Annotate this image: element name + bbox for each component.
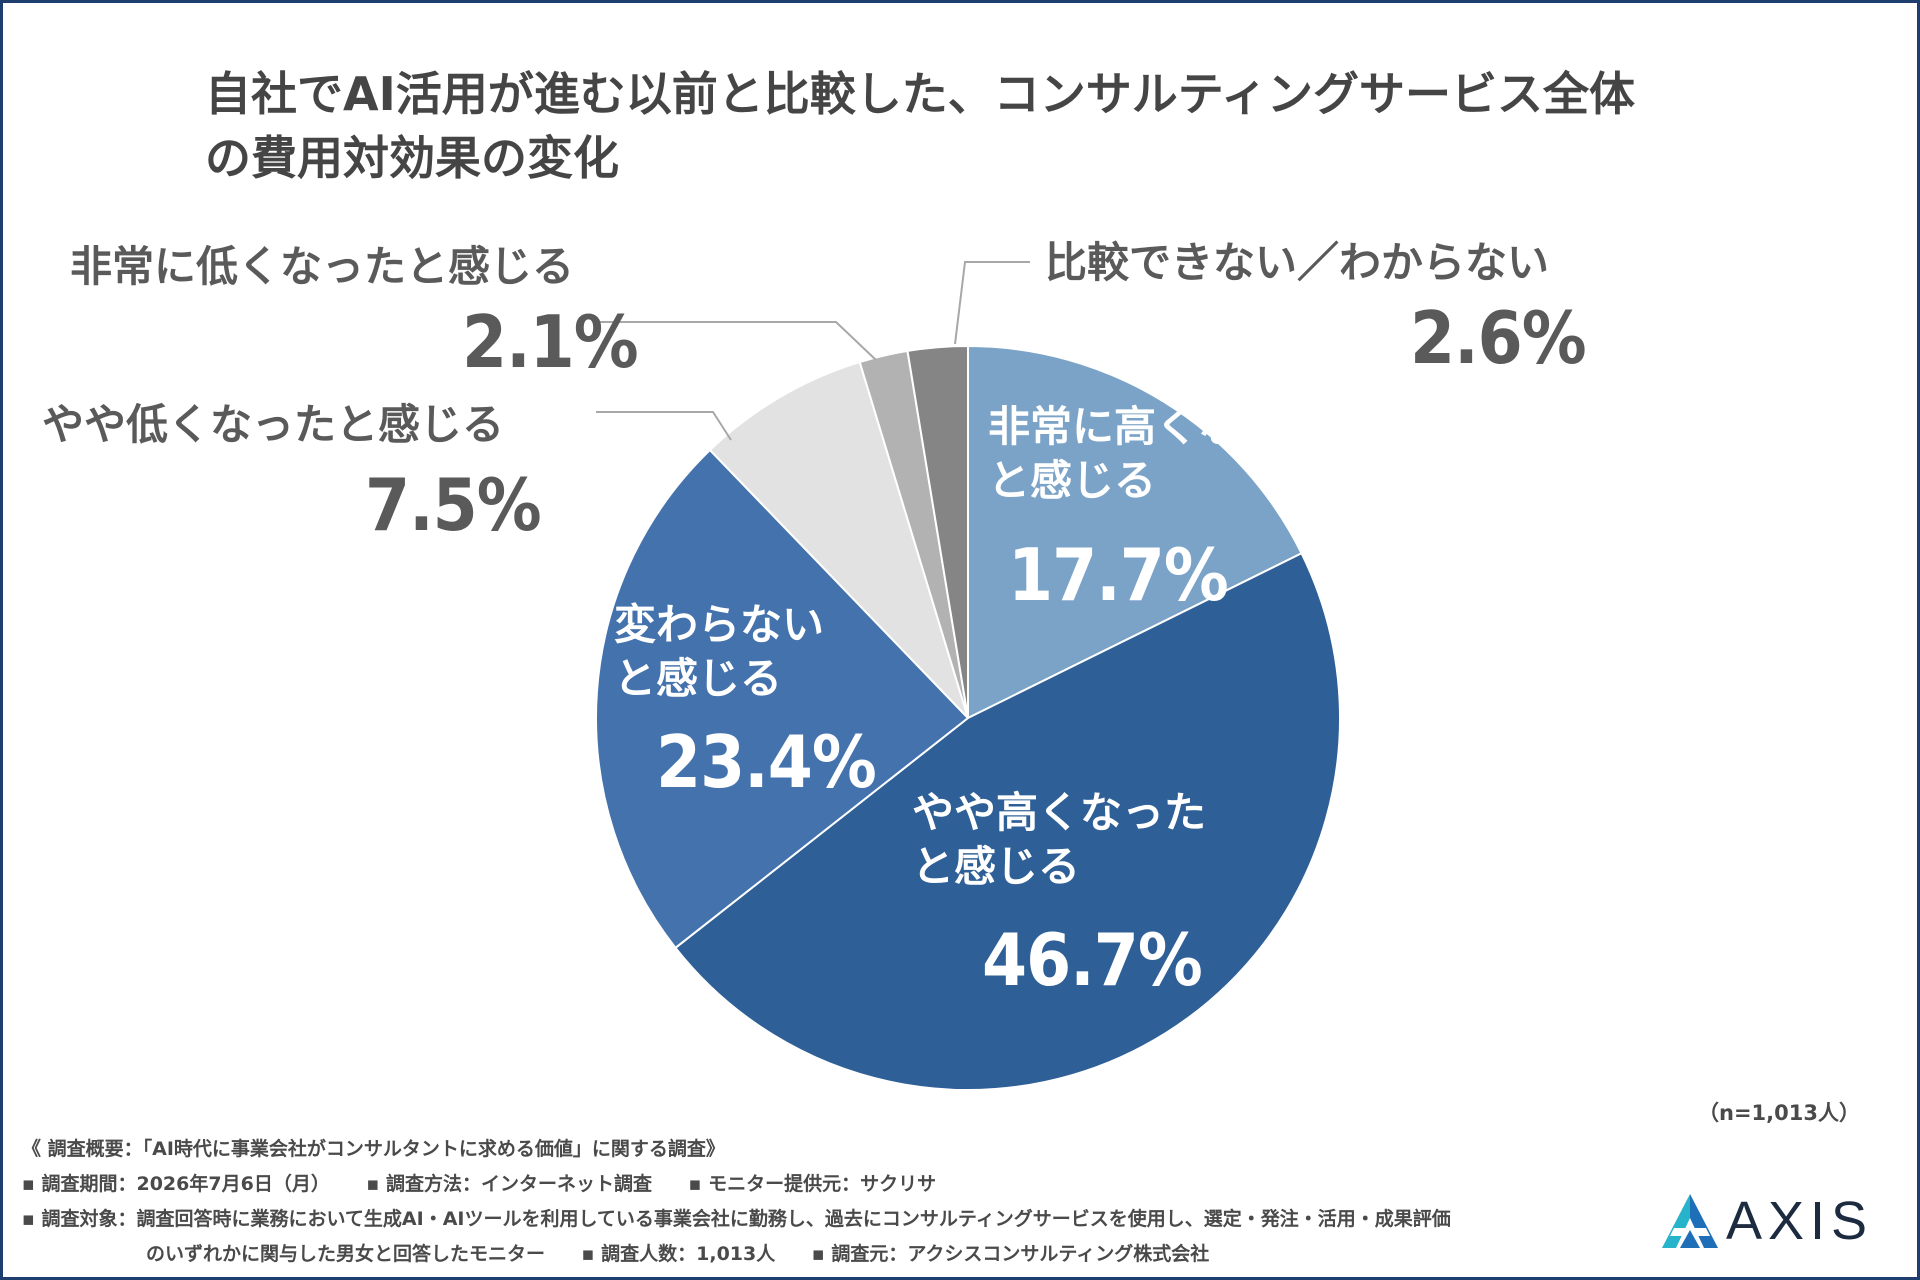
- label-unchanged-name-1: 変わらない: [614, 600, 825, 649]
- label-somewhat-low: やや低くなったと感じる: [42, 398, 504, 452]
- sample-size: （n=1,013人）: [1698, 1101, 1860, 1125]
- survey-provider: ▪ モニター提供元：サクリサ: [688, 1173, 937, 1195]
- label-very-low-pct: 2.1%: [462, 300, 639, 384]
- axis-logo: AXIS: [1660, 1188, 1890, 1254]
- slice-somewhat-low: [708, 360, 969, 719]
- label-very-high: 非常に高くなった と感じる: [988, 400, 1324, 508]
- survey-target-1: ▪ 調査対象：調査回答時に業務において生成AI・AIツールを利用している事業会社…: [22, 1208, 1451, 1230]
- survey-period: ▪ 調査期間：2026年7月6日（月）: [22, 1173, 330, 1195]
- survey-meta-row: ▪ 調査期間：2026年7月6日（月） ▪ 調査方法：インターネット調査 ▪ モ…: [22, 1167, 1451, 1202]
- axis-logo-text: AXIS: [1726, 1191, 1874, 1251]
- label-cannot-compare: 比較できない／わからない: [1045, 236, 1549, 290]
- survey-overview: 《 調査概要：「AI時代に事業会社がコンサルタントに求める価値」に関する調査》 …: [22, 1132, 1451, 1272]
- label-very-high-name-2: と感じる: [988, 456, 1157, 505]
- survey-target-row: のいずれかに関与した男女と回答したモニター ▪ 調査人数：1,013人 ▪ 調査…: [22, 1237, 1451, 1272]
- label-unchanged: 変わらない と感じる: [614, 598, 824, 706]
- label-very-low-name: 非常に低くなったと感じる: [70, 242, 575, 291]
- label-somewhat-high-name-1: やや高くなった: [912, 788, 1207, 837]
- label-unchanged-pct: 23.4%: [656, 720, 877, 804]
- label-very-low: 非常に低くなったと感じる: [70, 240, 574, 294]
- label-somewhat-high-pct: 46.7%: [982, 918, 1203, 1002]
- label-somewhat-high-name-2: と感じる: [912, 842, 1081, 891]
- slice-cannot-compare: [906, 344, 969, 719]
- slice-very-high: [967, 344, 1303, 720]
- label-very-high-name-1: 非常に高くなった: [988, 402, 1325, 451]
- slice-unchanged: [595, 448, 970, 950]
- label-cannot-compare-name: 比較できない／わからない: [1045, 238, 1550, 287]
- label-unchanged-name-2: と感じる: [614, 654, 783, 703]
- chart-title-line-1: 自社でAI活用が進む以前と比較した、コンサルティングサービス全体: [205, 67, 1635, 121]
- label-somewhat-low-pct: 7.5%: [365, 463, 542, 547]
- chart-title-line-2: の費用対効果の変化: [205, 131, 619, 185]
- leader-line-cannot-compare: [954, 261, 1030, 345]
- label-somewhat-high: やや高くなった と感じる: [912, 786, 1206, 894]
- survey-target-2: のいずれかに関与した男女と回答したモニター: [146, 1243, 546, 1265]
- survey-title: 《 調査概要：「AI時代に事業会社がコンサルタントに求める価値」に関する調査》: [22, 1138, 725, 1160]
- axis-logo-mark: [1662, 1194, 1718, 1248]
- label-somewhat-low-name: やや低くなったと感じる: [42, 400, 505, 449]
- survey-method: ▪ 調査方法：インターネット調査: [366, 1173, 652, 1195]
- survey-count: ▪ 調査人数：1,013人: [581, 1243, 776, 1265]
- leader-line-very-low: [600, 321, 877, 361]
- label-cannot-compare-pct: 2.6%: [1410, 296, 1587, 380]
- label-very-high-pct: 17.7%: [1008, 533, 1229, 617]
- leader-line-somewhat-low: [596, 411, 732, 441]
- chart-title: 自社でAI活用が進む以前と比較した、コンサルティングサービス全体 の費用対効果の…: [205, 62, 1765, 190]
- survey-source: ▪ 調査元：アクシスコンサルティング株式会社: [811, 1243, 1210, 1265]
- slice-somewhat-high: [674, 551, 1341, 1091]
